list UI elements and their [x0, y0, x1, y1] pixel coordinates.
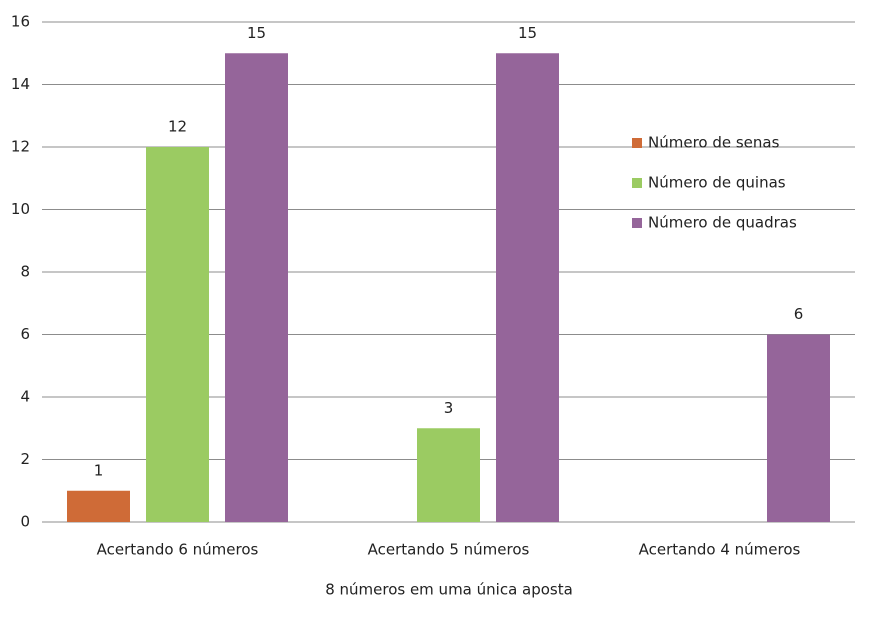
- data-label: 3: [444, 399, 454, 417]
- bar: [225, 53, 288, 522]
- y-tick-label: 10: [11, 200, 30, 218]
- bar: [767, 334, 830, 522]
- legend-swatch: [632, 178, 642, 188]
- y-tick-label: 16: [11, 13, 30, 31]
- data-label: 1: [94, 461, 104, 479]
- bar: [146, 147, 209, 522]
- y-tick-label: 0: [20, 513, 30, 531]
- y-tick-label: 14: [11, 75, 30, 93]
- bar: [67, 490, 130, 522]
- y-tick-label: 2: [20, 450, 30, 468]
- bar: [417, 428, 480, 522]
- x-tick-label: Acertando 5 números: [368, 541, 530, 559]
- data-label: 15: [518, 24, 537, 42]
- y-tick-label: 4: [20, 388, 30, 406]
- y-tick-label: 12: [11, 138, 30, 156]
- y-tick-label: 8: [20, 263, 30, 281]
- data-label: 15: [247, 24, 266, 42]
- legend-label: Número de quinas: [648, 174, 786, 192]
- x-axis-title: 8 números em uma única aposta: [325, 581, 573, 599]
- y-tick-label: 6: [20, 325, 30, 343]
- legend-swatch: [632, 218, 642, 228]
- legend-label: Número de quadras: [648, 214, 797, 232]
- data-label: 6: [794, 305, 804, 323]
- x-tick-label: Acertando 4 números: [639, 541, 801, 559]
- x-tick-label: Acertando 6 números: [97, 541, 259, 559]
- data-label: 12: [168, 118, 187, 136]
- bar: [496, 53, 559, 522]
- legend-label: Número de senas: [648, 134, 780, 152]
- legend-swatch: [632, 138, 642, 148]
